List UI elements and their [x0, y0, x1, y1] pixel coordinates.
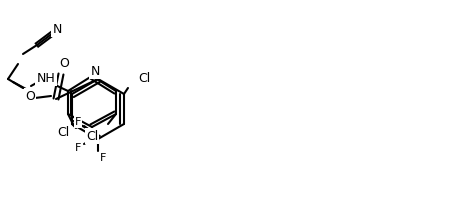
Text: N: N: [52, 23, 62, 35]
Text: O: O: [25, 89, 35, 103]
Text: Cl: Cl: [57, 126, 69, 138]
Text: Cl: Cl: [138, 72, 150, 84]
Text: F: F: [75, 117, 81, 127]
Text: NH: NH: [36, 72, 56, 84]
Text: Cl: Cl: [86, 130, 98, 142]
Text: F: F: [100, 153, 106, 163]
Text: N: N: [90, 65, 99, 77]
Text: F: F: [75, 143, 81, 153]
Text: O: O: [59, 57, 69, 69]
